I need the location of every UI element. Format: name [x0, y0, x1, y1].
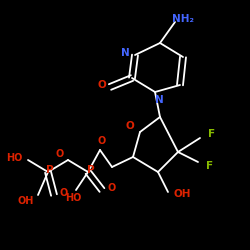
- Text: O: O: [98, 80, 106, 90]
- Text: P: P: [87, 165, 95, 175]
- Text: F: F: [206, 161, 214, 171]
- Text: O: O: [56, 149, 64, 159]
- Text: HO: HO: [65, 193, 81, 203]
- Text: NH₂: NH₂: [172, 14, 194, 24]
- Text: P: P: [46, 165, 54, 175]
- Text: OH: OH: [18, 196, 34, 206]
- Text: O: O: [98, 136, 106, 146]
- Text: O: O: [108, 183, 116, 193]
- Text: N: N: [120, 48, 130, 58]
- Text: O: O: [60, 188, 68, 198]
- Text: HO: HO: [6, 153, 22, 163]
- Text: O: O: [126, 121, 134, 131]
- Text: OH: OH: [173, 189, 191, 199]
- Text: N: N: [154, 95, 164, 105]
- Text: F: F: [208, 129, 216, 139]
